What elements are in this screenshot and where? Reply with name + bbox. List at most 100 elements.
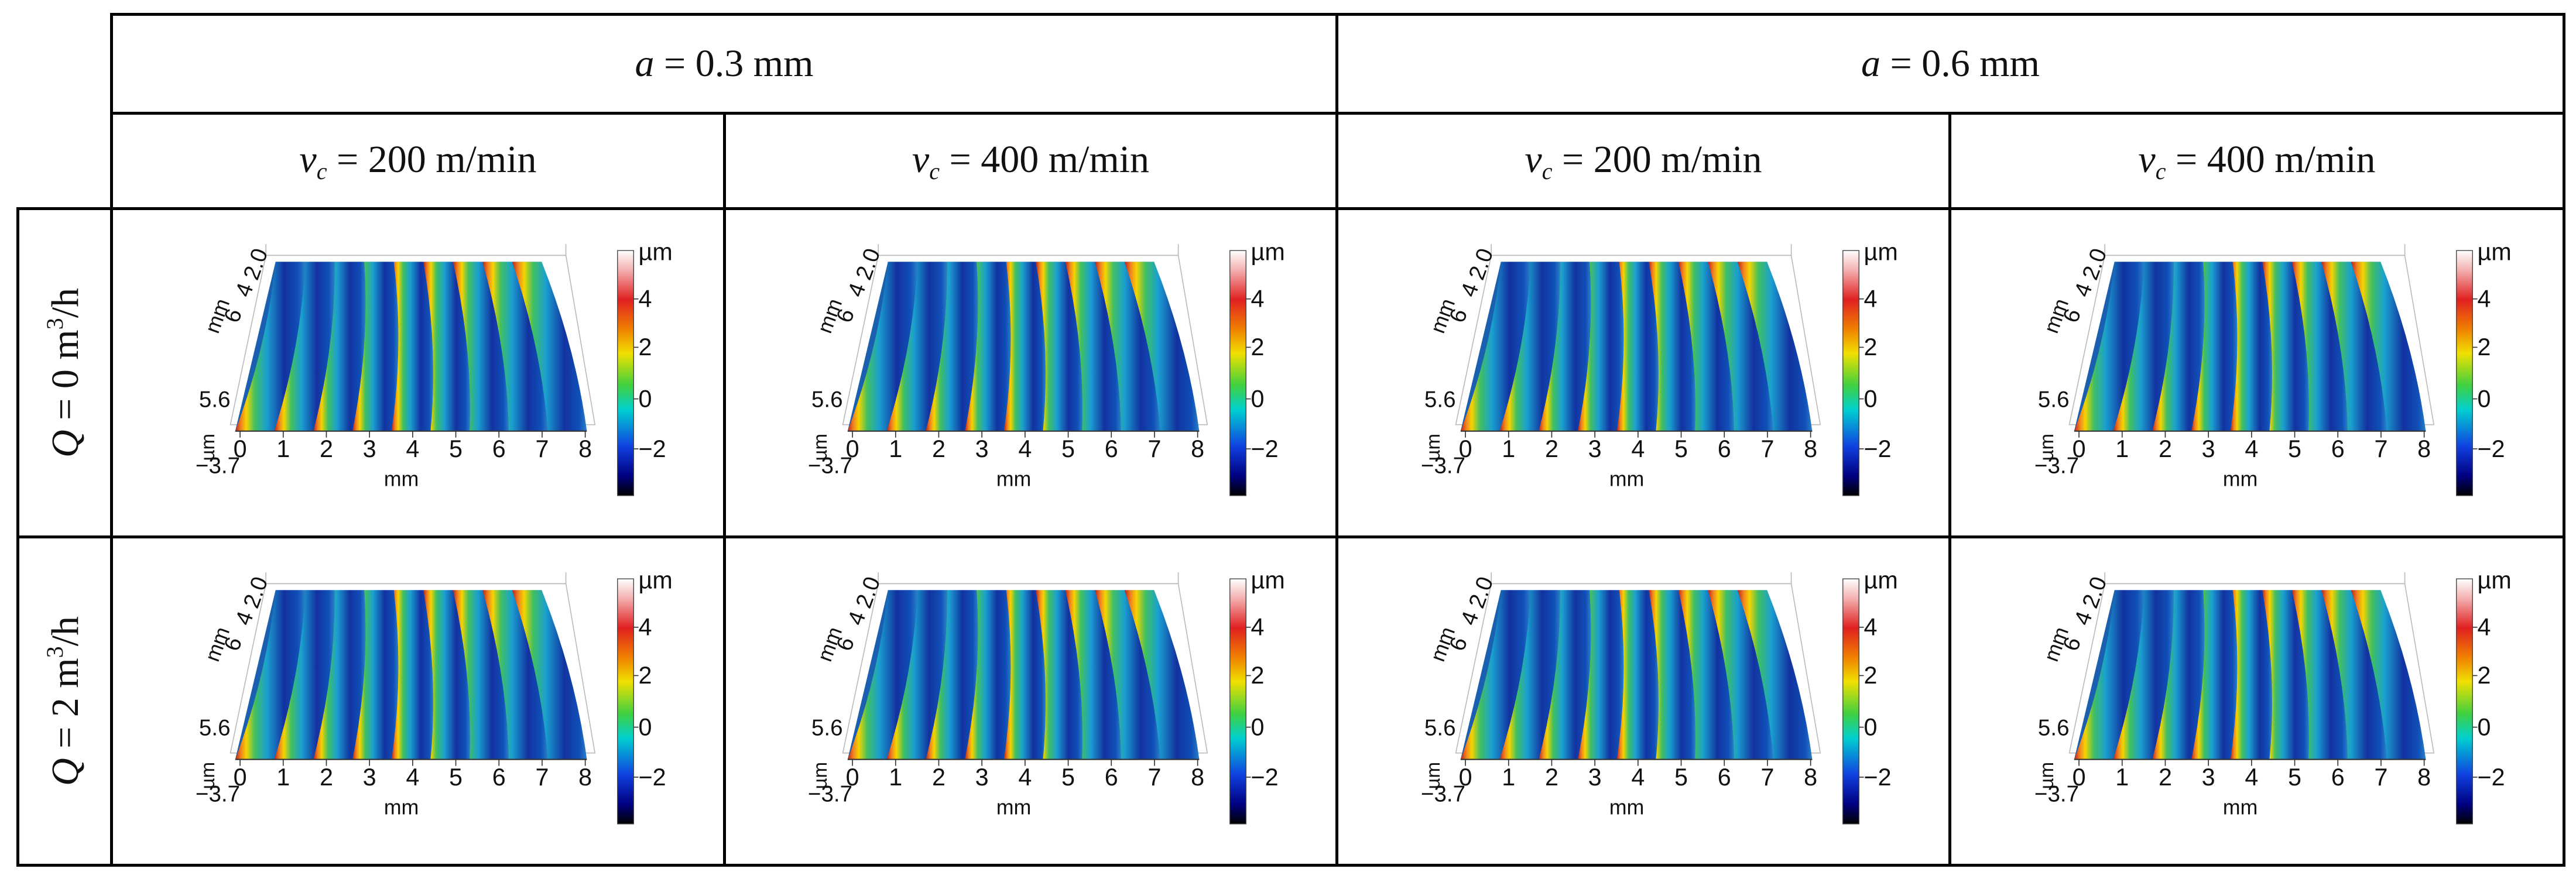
x-tick-label: 6	[1717, 435, 1731, 462]
colorbar-label: µm	[1864, 566, 1897, 593]
surface-stripe	[1538, 589, 1591, 760]
y-tick-label: 2.0	[2077, 245, 2112, 283]
surface-stripe	[1499, 261, 1560, 431]
x-axis-label: mm	[996, 467, 1032, 490]
symbol: v	[912, 138, 930, 181]
y-tick-label: 2.0	[851, 245, 886, 283]
subscript: c	[2155, 157, 2166, 184]
x-tick-label: 4	[2245, 435, 2258, 462]
surface-stripe	[512, 589, 587, 760]
surface-stripe	[2191, 589, 2237, 760]
surface-stripe	[352, 589, 398, 760]
label-text: = 0.6 mm	[1880, 42, 2040, 85]
surface-stripe	[423, 261, 470, 431]
surface-stripe	[886, 261, 947, 431]
colorbar	[1229, 578, 1246, 825]
z-bottom-label: −3.7	[195, 781, 239, 806]
colorbar-tick-label: −2	[1864, 435, 1891, 462]
surface-stripe	[2230, 589, 2272, 760]
row-label: Q = 0 m3/h	[42, 288, 88, 458]
plot-frame	[229, 583, 595, 753]
z-top-label: 5.6	[198, 715, 230, 740]
x-tick-label: 4	[1018, 435, 1032, 462]
colorbar-tick-label: 2	[1251, 334, 1265, 360]
x-tick-label: 5	[1061, 763, 1075, 790]
surface-stripe	[235, 261, 305, 431]
x-tick-label: 0	[233, 435, 246, 462]
colorbar-tick-label: −2	[1251, 435, 1279, 462]
surface-stripe	[1648, 589, 1695, 760]
colorbar-label: µm	[638, 566, 672, 593]
x-tick-label: 8	[578, 435, 592, 462]
x-tick-label: 7	[2374, 435, 2387, 462]
surface-stripe	[1707, 261, 1773, 431]
x-tick-label: 7	[2374, 763, 2387, 790]
surface-stripe	[453, 589, 509, 760]
surface-stripe	[847, 261, 918, 431]
x-tick-label: 3	[362, 435, 376, 462]
x-tick-label: 7	[1147, 435, 1161, 462]
x-tick-label: 7	[535, 435, 549, 462]
surface-stripe	[1538, 261, 1591, 431]
vc-header-cell: vc = 200 m/min	[1335, 112, 1951, 210]
x-tick-label: 1	[276, 435, 290, 462]
surface-stripe	[2262, 261, 2309, 431]
plot-frame	[842, 255, 1208, 425]
surface-stripe	[274, 261, 335, 431]
label-text: = 0.3 mm	[654, 42, 814, 85]
unit: /h	[44, 616, 87, 647]
symbol: Q	[44, 758, 87, 787]
surface-stripe	[1737, 589, 1812, 760]
x-tick-label: 1	[1502, 763, 1515, 790]
plot-frame	[1455, 255, 1821, 425]
x-tick-label: 7	[1760, 435, 1774, 462]
surface-stripe	[313, 261, 365, 431]
surface-stripe	[2351, 589, 2426, 760]
x-tick-label: 2	[1544, 763, 1558, 790]
vc-header-cell: vc = 200 m/min	[110, 112, 726, 210]
colorbar	[2455, 578, 2473, 825]
surface-stripe	[1003, 261, 1046, 431]
x-tick-label: 1	[1502, 435, 1515, 462]
x-tick-label: 4	[1018, 763, 1032, 790]
surface-stripe	[2113, 261, 2174, 431]
surface-stripe	[512, 261, 587, 431]
surface-stripe	[1616, 589, 1659, 760]
surface-stripe	[1460, 589, 1530, 760]
x-axis-label: mm	[1609, 467, 1644, 490]
surface-stripe	[1678, 261, 1734, 431]
z-axis-label: µm	[1422, 761, 1444, 789]
plot-frame	[1455, 583, 1821, 753]
surface-stripe	[1460, 261, 1530, 431]
colorbar	[1842, 249, 1859, 496]
y-tick-label: 4	[2069, 608, 2097, 629]
superscript: 3	[42, 646, 68, 658]
plot-cell: 0 1 2 3 4 5 6 7 8 mm mm 2.0 4 6 5.6 µm −3.7 µm 4 2 0 −2	[723, 207, 1338, 538]
colorbar-tick-label: 2	[1251, 662, 1265, 689]
x-tick-label: 5	[1674, 763, 1688, 790]
x-tick-label: 0	[233, 763, 246, 790]
x-tick-label: 0	[846, 763, 859, 790]
plot-frame	[2068, 583, 2434, 753]
plot-cell: 0 1 2 3 4 5 6 7 8 mm mm 2.0 4 6 5.6 µm −3.7 µm 4 2 0 −2	[110, 535, 726, 867]
z-bottom-label: −3.7	[1420, 453, 1465, 478]
surface-stripe	[2152, 261, 2204, 431]
surface-stripe	[2291, 261, 2348, 431]
x-tick-label: 4	[1631, 763, 1645, 790]
colorbar-label: µm	[1251, 238, 1285, 265]
surface-stripe	[313, 589, 365, 760]
surface-stripe	[926, 589, 978, 760]
x-tick-label: 2	[1544, 435, 1558, 462]
colorbar-tick-label: 4	[1251, 285, 1265, 312]
x-tick-label: 6	[2331, 435, 2344, 462]
x-tick-label: 7	[1147, 763, 1161, 790]
surface-stripe	[391, 589, 433, 760]
surface-stripe	[2113, 589, 2174, 760]
z-bottom-label: −3.7	[2034, 781, 2078, 806]
a-header-cell: a = 0.3 mm	[110, 13, 1338, 115]
subscript: c	[929, 157, 940, 184]
x-tick-label: 4	[1631, 435, 1645, 462]
x-tick-label: 5	[449, 435, 463, 462]
header-label: vc = 400 m/min	[2138, 138, 2375, 185]
